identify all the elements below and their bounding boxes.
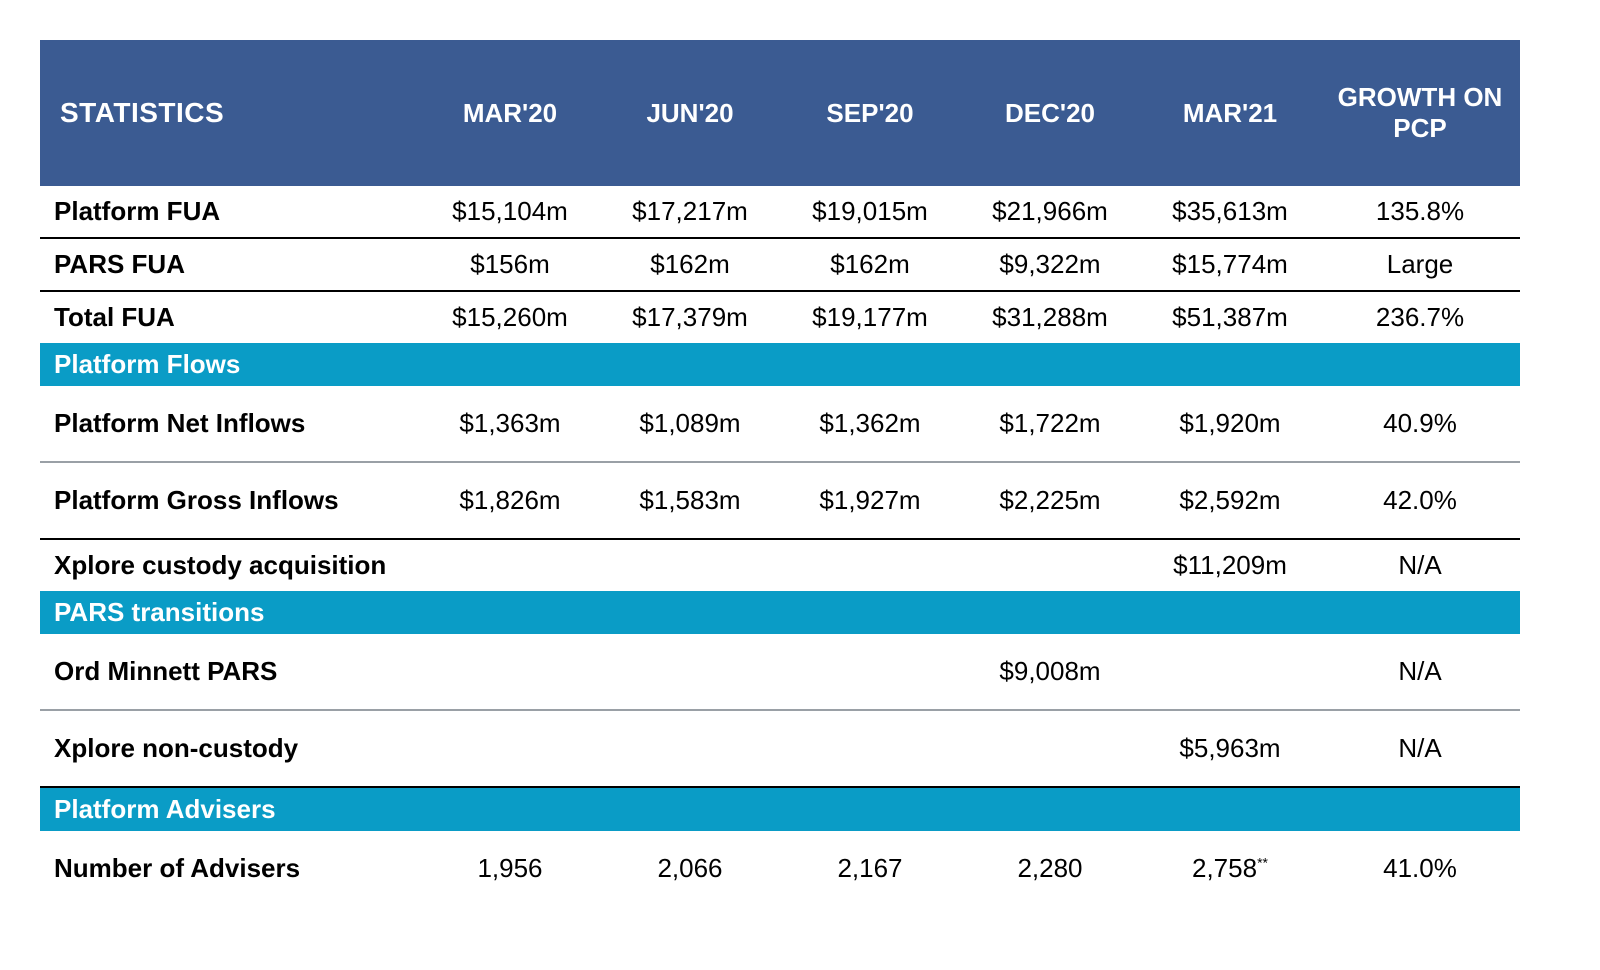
header-growth: GROWTH ON PCP: [1320, 40, 1520, 186]
cell: $51,387m: [1140, 291, 1320, 343]
label-platform-fua: Platform FUA: [40, 186, 420, 238]
cell: 2,066: [600, 831, 780, 906]
cell: $35,613m: [1140, 186, 1320, 238]
cell: $17,379m: [600, 291, 780, 343]
advisers-footnote: **: [1257, 855, 1268, 871]
row-xplore-custody: Xplore custody acquisition $11,209m N/A: [40, 539, 1520, 591]
cell-growth: 40.9%: [1320, 386, 1520, 462]
cell-growth: 42.0%: [1320, 462, 1520, 539]
cell: $1,920m: [1140, 386, 1320, 462]
row-net-inflows: Platform Net Inflows $1,363m $1,089m $1,…: [40, 386, 1520, 462]
cell: $162m: [780, 238, 960, 291]
cell: $31,288m: [960, 291, 1140, 343]
cell: [1140, 634, 1320, 710]
header-title: STATISTICS: [40, 40, 420, 186]
row-gross-inflows: Platform Gross Inflows $1,826m $1,583m $…: [40, 462, 1520, 539]
cell: $19,015m: [780, 186, 960, 238]
cell: $15,774m: [1140, 238, 1320, 291]
cell: [960, 710, 1140, 787]
row-pars-fua: PARS FUA $156m $162m $162m $9,322m $15,7…: [40, 238, 1520, 291]
cell: 1,956: [420, 831, 600, 906]
statistics-table: STATISTICS MAR'20 JUN'20 SEP'20 DEC'20 M…: [40, 40, 1520, 906]
cell: $1,583m: [600, 462, 780, 539]
cell: $1,722m: [960, 386, 1140, 462]
cell: $15,260m: [420, 291, 600, 343]
section-label: Platform Flows: [40, 343, 1520, 386]
cell: $21,966m: [960, 186, 1140, 238]
cell: $162m: [600, 238, 780, 291]
cell-growth: 135.8%: [1320, 186, 1520, 238]
cell: $11,209m: [1140, 539, 1320, 591]
row-total-fua: Total FUA $15,260m $17,379m $19,177m $31…: [40, 291, 1520, 343]
cell: $2,225m: [960, 462, 1140, 539]
label-gross-inflows: Platform Gross Inflows: [40, 462, 420, 539]
cell: 2,280: [960, 831, 1140, 906]
header-growth-line1: GROWTH ON: [1332, 82, 1508, 113]
cell: $9,322m: [960, 238, 1140, 291]
cell: $2,592m: [1140, 462, 1320, 539]
cell: $1,826m: [420, 462, 600, 539]
cell: [600, 710, 780, 787]
section-platform-advisers: Platform Advisers: [40, 787, 1520, 831]
cell: $1,363m: [420, 386, 600, 462]
section-label: Platform Advisers: [40, 787, 1520, 831]
label-total-fua: Total FUA: [40, 291, 420, 343]
cell: [780, 634, 960, 710]
cell: [600, 634, 780, 710]
label-net-inflows: Platform Net Inflows: [40, 386, 420, 462]
cell-growth: 236.7%: [1320, 291, 1520, 343]
header-row: STATISTICS MAR'20 JUN'20 SEP'20 DEC'20 M…: [40, 40, 1520, 186]
cell: [420, 539, 600, 591]
cell: $1,089m: [600, 386, 780, 462]
row-xplore-noncustody: Xplore non-custody $5,963m N/A: [40, 710, 1520, 787]
cell-growth: 41.0%: [1320, 831, 1520, 906]
section-pars-transitions: PARS transitions: [40, 591, 1520, 634]
section-platform-flows: Platform Flows: [40, 343, 1520, 386]
label-ord-minnett: Ord Minnett PARS: [40, 634, 420, 710]
cell: $17,217m: [600, 186, 780, 238]
header-period-4: MAR'21: [1140, 40, 1320, 186]
header-growth-line2: PCP: [1332, 113, 1508, 144]
cell-advisers-mar21: 2,758**: [1140, 831, 1320, 906]
header-period-3: DEC'20: [960, 40, 1140, 186]
cell: [420, 634, 600, 710]
cell-growth: N/A: [1320, 634, 1520, 710]
label-advisers: Number of Advisers: [40, 831, 420, 906]
row-platform-fua: Platform FUA $15,104m $17,217m $19,015m …: [40, 186, 1520, 238]
cell: $1,362m: [780, 386, 960, 462]
cell: [960, 539, 1140, 591]
advisers-value: 2,758: [1192, 853, 1257, 883]
section-label: PARS transitions: [40, 591, 1520, 634]
cell: [780, 710, 960, 787]
cell-growth: N/A: [1320, 539, 1520, 591]
header-period-2: SEP'20: [780, 40, 960, 186]
row-advisers: Number of Advisers 1,956 2,066 2,167 2,2…: [40, 831, 1520, 906]
header-period-1: JUN'20: [600, 40, 780, 186]
header-period-0: MAR'20: [420, 40, 600, 186]
cell: $156m: [420, 238, 600, 291]
cell: $15,104m: [420, 186, 600, 238]
cell: $1,927m: [780, 462, 960, 539]
cell: $5,963m: [1140, 710, 1320, 787]
cell-growth: N/A: [1320, 710, 1520, 787]
cell-growth: Large: [1320, 238, 1520, 291]
cell: $19,177m: [780, 291, 960, 343]
cell: [780, 539, 960, 591]
label-xplore-custody: Xplore custody acquisition: [40, 539, 420, 591]
label-xplore-noncustody: Xplore non-custody: [40, 710, 420, 787]
cell: [420, 710, 600, 787]
cell: $9,008m: [960, 634, 1140, 710]
label-pars-fua: PARS FUA: [40, 238, 420, 291]
cell: 2,167: [780, 831, 960, 906]
row-ord-minnett: Ord Minnett PARS $9,008m N/A: [40, 634, 1520, 710]
cell: [600, 539, 780, 591]
